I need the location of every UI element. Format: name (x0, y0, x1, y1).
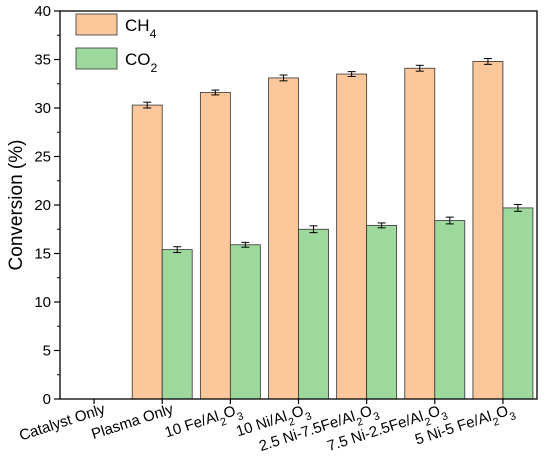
y-tick-label: 5 (43, 343, 51, 360)
subscript: 3 (372, 410, 381, 423)
bar-series0-cat3 (268, 77, 299, 400)
bar-series0-cat5 (404, 67, 436, 400)
label-part: CO (125, 50, 151, 69)
error-bar-series1-cat6 (513, 204, 522, 212)
bars-layer (131, 61, 534, 400)
bar-series1-cat1 (161, 249, 193, 400)
y-tick-label: 25 (34, 149, 51, 166)
error-bar-series1-cat5 (445, 216, 454, 225)
y-tick-label: 30 (34, 100, 51, 117)
subscript: 3 (440, 410, 449, 423)
bar-series0-cat1 (131, 104, 163, 400)
subscript: 2 (287, 416, 296, 429)
legend-label: CO2 (125, 50, 158, 75)
subscript: 2 (491, 416, 500, 429)
label-part: O (426, 402, 442, 422)
subscript: 3 (508, 410, 517, 423)
error-bar-series0-cat2 (211, 89, 220, 96)
label-part: O (358, 402, 374, 422)
label-part: 5 Ni-5 Fe/Al (413, 408, 494, 449)
bar-series1-cat3 (298, 228, 329, 400)
bar-series1-cat6 (502, 207, 534, 400)
error-bar-series0-cat4 (347, 71, 356, 77)
legend: CH4 CO2 (75, 13, 158, 75)
error-bar-series1-cat3 (309, 225, 318, 234)
subscript: 2 (219, 416, 228, 429)
error-bar-series0-cat1 (143, 101, 152, 109)
label-part: O (290, 402, 306, 422)
y-tick-label: 15 (34, 246, 51, 263)
error-bar-series0-cat5 (415, 64, 424, 72)
legend-swatch (75, 47, 118, 70)
y-tick-label: 35 (34, 52, 51, 69)
bar-series0-cat6 (472, 61, 504, 400)
y-tick-label: 10 (34, 294, 51, 311)
label-part: O (222, 402, 238, 422)
subscript: 3 (304, 410, 313, 423)
legend-swatch (75, 13, 118, 36)
error-bar-series0-cat6 (483, 58, 492, 65)
subscript: 2 (355, 416, 364, 429)
subscript: 2 (423, 416, 432, 429)
y-tick-label: 0 (43, 391, 51, 408)
category-label: 10 Fe/Al2O3 (163, 401, 245, 447)
error-bar-series0-cat3 (279, 74, 288, 82)
label-part: CH (125, 16, 150, 35)
bar-series1-cat5 (434, 220, 466, 400)
bar-series1-cat4 (366, 224, 398, 400)
error-bar-series1-cat2 (241, 241, 250, 248)
bar-series1-cat2 (229, 244, 261, 400)
error-bars-layer (143, 58, 522, 254)
legend-label: CH4 (125, 16, 157, 41)
y-tick-label: 40 (34, 3, 51, 20)
ticks-layer: 0 5 10 15 20 25 30 35 40 (34, 3, 504, 408)
bar-series0-cat4 (336, 73, 368, 400)
label-part: O (494, 402, 510, 422)
error-bar-series1-cat1 (173, 246, 182, 254)
subscript: 2 (151, 61, 158, 75)
subscript: 3 (236, 410, 245, 423)
y-axis-title: Conversion (%) (6, 140, 27, 271)
error-bar-series1-cat4 (377, 222, 386, 229)
y-tick-label: 20 (34, 197, 51, 214)
bar-series0-cat2 (199, 92, 231, 400)
subscript: 4 (150, 27, 157, 41)
